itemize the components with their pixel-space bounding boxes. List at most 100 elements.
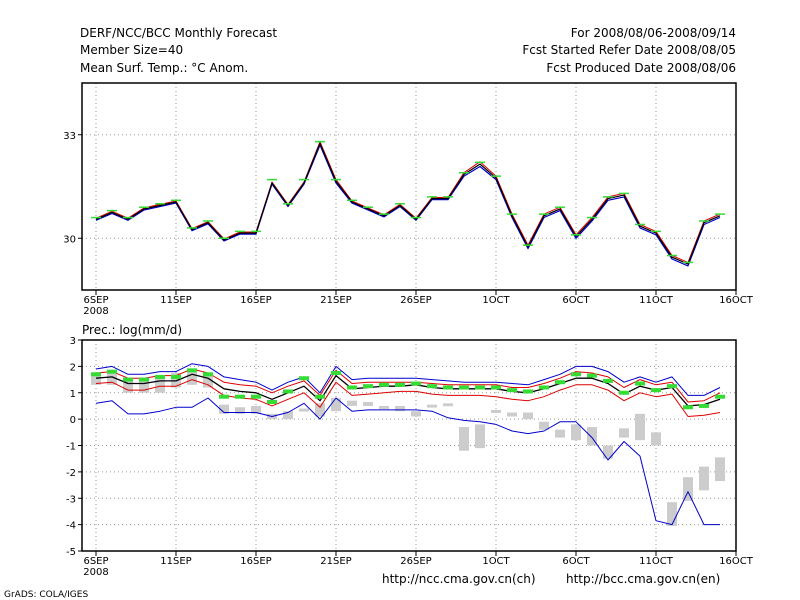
x-tick-label: 1OCT bbox=[482, 556, 510, 567]
prec-bar bbox=[235, 407, 245, 414]
x-tick-label: 16OCT bbox=[719, 295, 754, 306]
prec-bar bbox=[379, 405, 389, 409]
y-tick-label: 1 bbox=[70, 389, 76, 400]
x-tick-label: 11SEP bbox=[160, 556, 191, 567]
prec-bar bbox=[443, 403, 453, 407]
x-tick-label: 6SEP bbox=[83, 556, 108, 567]
header-produced-date: Fcst Produced Date 2008/08/06 bbox=[546, 61, 736, 75]
prec-bar bbox=[523, 412, 533, 420]
header-variable: Mean Surf. Temp.: °C Anom. bbox=[80, 61, 248, 75]
y-tick-label: -1 bbox=[66, 442, 76, 453]
prec-bar bbox=[475, 424, 485, 449]
url-en-link[interactable]: http://bcc.cma.gov.cn(en) bbox=[566, 572, 720, 586]
prec-bar bbox=[315, 403, 325, 417]
header-period: For 2008/08/06-2008/09/14 bbox=[571, 26, 736, 40]
prec-bar bbox=[571, 424, 581, 441]
y-tick-label: -3 bbox=[66, 494, 76, 505]
precipitation-bars bbox=[91, 370, 725, 526]
prec-bar bbox=[555, 429, 565, 438]
x-tick-label: 1OCT bbox=[482, 295, 510, 306]
x-tick-label: 16SEP bbox=[240, 556, 271, 567]
prec-bar bbox=[283, 411, 293, 420]
prec-bar bbox=[587, 427, 597, 446]
precipitation-markers bbox=[91, 368, 725, 410]
prec-bar bbox=[331, 398, 341, 412]
precipitation-panel: Prec.: log(mm/d) 6SEP 11SEP 16SEP 21SEP 26SE… bbox=[66, 323, 754, 578]
prec-bar bbox=[619, 428, 629, 438]
y-tick-label: 30 bbox=[63, 234, 76, 245]
temperature-gridlines bbox=[82, 83, 736, 290]
temp-upper-line bbox=[95, 141, 721, 263]
temp-mean-line bbox=[95, 142, 721, 265]
x-tick-label: 26SEP bbox=[400, 556, 431, 567]
precipitation-gridlines bbox=[82, 340, 736, 551]
x-tick-label: 21SEP bbox=[320, 556, 351, 567]
url-ch-link[interactable]: http://ncc.cma.gov.cn(ch) bbox=[382, 572, 536, 586]
x-tick-label: 6SEP bbox=[83, 295, 108, 306]
prec-bar bbox=[363, 401, 373, 406]
temp-lower-line bbox=[95, 144, 721, 267]
header-title: DERF/NCC/BCC Monthly Forecast bbox=[80, 26, 277, 40]
temperature-panel: 6SEP 11SEP 16SEP 21SEP 26SEP 1OCT 6OCT 11OCT 16O… bbox=[63, 82, 754, 317]
prec-bar bbox=[459, 427, 469, 451]
prec-bar bbox=[715, 457, 725, 482]
x-tick-label: 11SEP bbox=[160, 295, 191, 306]
x-tick-label: 11OCT bbox=[639, 556, 674, 567]
x-tick-label: 6OCT bbox=[562, 295, 590, 306]
prec-bar bbox=[203, 374, 213, 388]
prec-bar bbox=[651, 432, 661, 446]
prec-bar bbox=[395, 405, 405, 412]
prec-bar bbox=[603, 445, 613, 459]
prec-bar bbox=[187, 370, 197, 385]
x-tick-year: 2008 bbox=[83, 306, 108, 317]
prec-mean-line bbox=[95, 373, 721, 407]
y-tick-label: 33 bbox=[63, 131, 76, 142]
prec-bar bbox=[683, 477, 693, 501]
prec-bar bbox=[91, 374, 101, 385]
y-tick-label: -4 bbox=[66, 521, 76, 532]
temperature-axis-ticks: 6SEP 11SEP 16SEP 21SEP 26SEP 1OCT 6OCT 11OCT 16O… bbox=[63, 131, 753, 317]
x-tick-label: 11OCT bbox=[639, 295, 674, 306]
prec-bar bbox=[251, 405, 261, 414]
y-tick-label: 0 bbox=[70, 415, 76, 426]
prec-bar bbox=[699, 466, 709, 491]
prec-bar bbox=[139, 378, 149, 393]
prec-bar bbox=[635, 413, 645, 441]
prec-bar bbox=[299, 408, 309, 412]
prec-bar bbox=[219, 404, 229, 414]
y-tick-label: 2 bbox=[70, 362, 76, 373]
x-tick-year: 2008 bbox=[83, 567, 108, 578]
y-tick-label: -2 bbox=[66, 468, 76, 479]
prec-upper-line bbox=[95, 368, 721, 403]
x-tick-label: 6OCT bbox=[562, 556, 590, 567]
prec-bar bbox=[155, 375, 165, 393]
grads-credit: GrADS: COLA/IGES bbox=[4, 590, 88, 600]
temperature-plot-frame bbox=[81, 82, 737, 291]
x-tick-label: 16SEP bbox=[240, 295, 271, 306]
prec-bar bbox=[667, 502, 677, 526]
prec-bar bbox=[347, 400, 357, 406]
prec-bar bbox=[507, 412, 517, 417]
prec-min-line bbox=[95, 397, 720, 526]
prec-bar bbox=[539, 421, 549, 430]
x-tick-label: 21SEP bbox=[320, 295, 351, 306]
prec-max-line bbox=[95, 363, 721, 396]
temperature-markers bbox=[91, 140, 725, 264]
prec-bar bbox=[123, 378, 133, 393]
prec-bar bbox=[107, 371, 117, 385]
x-tick-label: 16OCT bbox=[719, 556, 754, 567]
y-tick-label: 3 bbox=[70, 336, 76, 347]
precipitation-plot-frame bbox=[81, 339, 737, 552]
prec-bar bbox=[411, 411, 421, 417]
header-member-size: Member Size=40 bbox=[80, 43, 183, 57]
precipitation-series bbox=[95, 363, 721, 526]
temperature-series bbox=[95, 141, 721, 267]
x-tick-label: 26SEP bbox=[400, 295, 431, 306]
y-tick-label: -5 bbox=[66, 547, 76, 558]
precipitation-title: Prec.: log(mm/d) bbox=[82, 323, 182, 337]
prec-lower-line bbox=[95, 379, 721, 417]
precipitation-axis-ticks: 6SEP 11SEP 16SEP 21SEP 26SEP 1OCT 6OCT 11OCT 16O… bbox=[66, 336, 754, 578]
prec-bar bbox=[491, 409, 501, 413]
header-started-date: Fcst Started Refer Date 2008/08/05 bbox=[522, 43, 736, 57]
